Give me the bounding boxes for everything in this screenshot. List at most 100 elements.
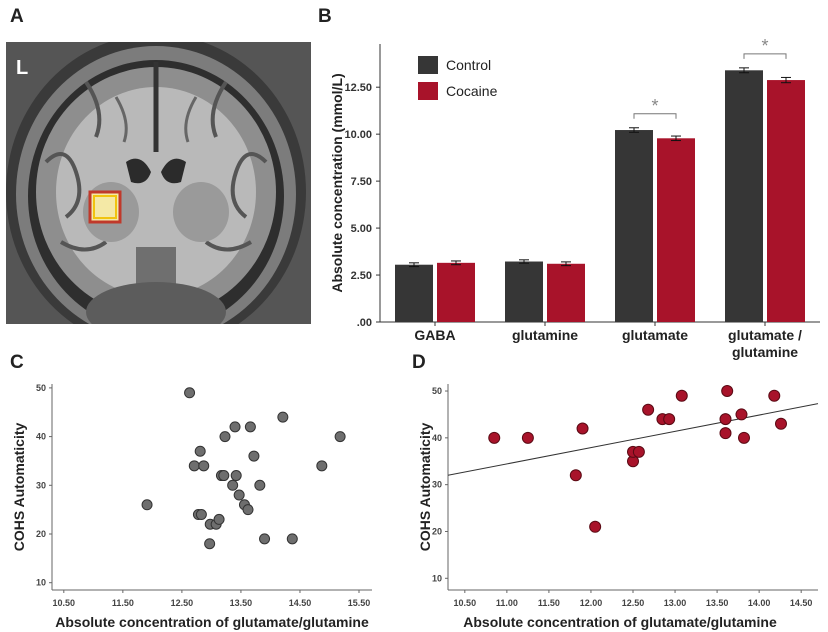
data-point xyxy=(627,455,639,468)
y-tick-label: 30 xyxy=(432,480,442,490)
trendline xyxy=(447,403,819,476)
x-tick-label: 12.50 xyxy=(171,598,194,608)
x-tick-label: glutamine xyxy=(512,327,578,343)
bar-cocaine xyxy=(657,138,695,322)
mri-image: L xyxy=(6,42,311,324)
x-tick-label: 13.00 xyxy=(664,598,687,608)
data-point xyxy=(627,445,639,458)
x-axis-label: Absolute concentration of glutamate/glut… xyxy=(55,614,369,630)
y-tick-label: 40 xyxy=(36,432,46,442)
x-tick-label: 12.50 xyxy=(622,598,645,608)
y-axis-label: COHS Automaticity xyxy=(417,422,433,551)
data-point xyxy=(188,460,200,472)
data-point xyxy=(227,479,239,491)
data-point xyxy=(194,445,206,457)
data-point xyxy=(254,479,266,491)
data-point xyxy=(242,504,254,516)
data-point xyxy=(192,509,204,521)
data-point xyxy=(576,422,589,435)
data-point xyxy=(642,403,655,416)
data-point xyxy=(632,445,645,458)
y-tick-label: 20 xyxy=(432,526,442,536)
y-tick-label: 10 xyxy=(432,573,442,583)
x-tick-label: 14.00 xyxy=(748,598,771,608)
x-tick-label: 14.50 xyxy=(289,598,312,608)
x-tick-label: 10.50 xyxy=(53,598,76,608)
x-tick-label: 13.50 xyxy=(230,598,253,608)
data-point xyxy=(204,518,216,530)
significance-bracket xyxy=(633,113,677,119)
mri-brain-slice: L xyxy=(6,42,311,324)
data-point xyxy=(521,431,534,444)
x-tick-label: 13.50 xyxy=(706,598,729,608)
data-point xyxy=(569,469,582,482)
data-point xyxy=(204,538,216,550)
legend-swatch-cocaine xyxy=(418,82,438,100)
data-point xyxy=(286,533,298,545)
data-point xyxy=(488,431,501,444)
x-tick-label: glutamate / xyxy=(728,327,802,343)
panel-label-a: A xyxy=(10,6,24,27)
y-tick-label: .00 xyxy=(357,317,372,329)
data-point xyxy=(334,431,346,443)
y-tick-label: 40 xyxy=(432,433,442,443)
y-tick-label: 12.50 xyxy=(344,82,372,94)
data-point xyxy=(675,389,688,402)
data-point xyxy=(719,413,732,426)
data-point xyxy=(259,533,271,545)
data-point xyxy=(663,413,676,426)
x-tick-label: 11.00 xyxy=(496,598,518,608)
x-tick-label-line2: glutamine xyxy=(732,344,798,360)
y-tick-label: 50 xyxy=(36,383,46,393)
significance-bracket xyxy=(743,53,787,59)
bar-cocaine xyxy=(767,80,805,322)
data-point xyxy=(230,470,242,482)
data-point xyxy=(219,431,231,443)
data-point xyxy=(248,450,260,462)
data-point xyxy=(141,499,153,511)
y-axis-label: COHS Automaticity xyxy=(11,422,27,551)
data-point xyxy=(210,518,222,530)
data-point xyxy=(735,408,748,421)
legend-label-cocaine: Cocaine xyxy=(446,83,498,99)
data-point xyxy=(195,509,207,521)
data-point xyxy=(768,389,781,402)
data-point xyxy=(244,421,256,433)
data-point xyxy=(198,460,210,472)
bar-control xyxy=(615,130,653,322)
x-tick-label: 11.50 xyxy=(112,598,134,608)
y-tick-label: 10 xyxy=(36,578,46,588)
data-point xyxy=(738,431,750,444)
data-point xyxy=(656,413,669,426)
data-point xyxy=(233,489,245,501)
x-tick-label: 15.50 xyxy=(348,598,371,608)
data-point xyxy=(184,387,196,399)
y-tick-label: 5.00 xyxy=(351,223,372,235)
bar-control xyxy=(725,70,763,322)
x-axis-label: Absolute concentration of glutamate/glut… xyxy=(463,614,777,630)
legend-label-control: Control xyxy=(446,57,491,73)
data-point xyxy=(229,421,241,433)
panel-label-c: C xyxy=(10,352,24,373)
data-point xyxy=(719,427,732,440)
data-point xyxy=(277,411,289,423)
data-point xyxy=(238,499,250,511)
orientation-label: L xyxy=(16,57,28,79)
x-tick-label: 14.50 xyxy=(790,598,813,608)
bar-control xyxy=(505,261,543,322)
panel-label-d: D xyxy=(412,352,426,373)
y-tick-label: 30 xyxy=(36,480,46,490)
panel-label-b: B xyxy=(318,6,332,27)
data-point xyxy=(775,417,787,430)
data-point xyxy=(218,470,230,482)
x-tick-label: GABA xyxy=(414,327,455,343)
y-axis-label: Absolute concentration (mmol/L) xyxy=(329,73,345,292)
data-point xyxy=(589,520,602,533)
data-point xyxy=(213,513,225,525)
y-tick-label: 7.50 xyxy=(351,176,372,188)
y-tick-label: 2.50 xyxy=(351,270,372,282)
y-tick-label: 10.00 xyxy=(344,129,372,141)
legend-swatch-control xyxy=(418,56,438,74)
bar-cocaine xyxy=(547,263,585,322)
x-tick-label: 12.00 xyxy=(580,598,603,608)
